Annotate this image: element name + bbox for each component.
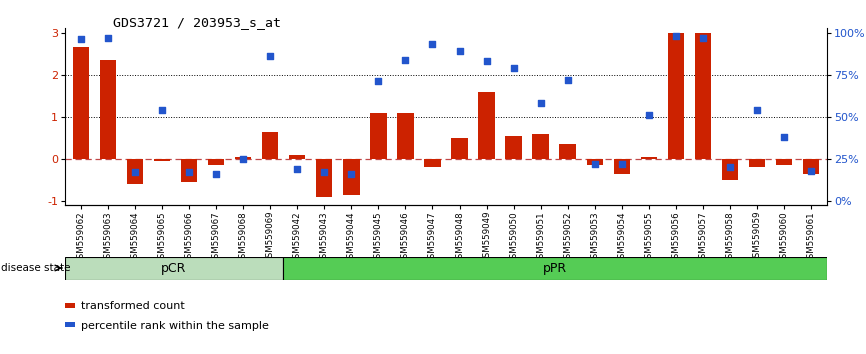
Point xyxy=(155,107,169,113)
Bar xyxy=(65,257,282,280)
Point xyxy=(128,170,142,175)
Point xyxy=(210,171,223,177)
Point xyxy=(236,156,250,162)
Point xyxy=(750,107,764,113)
Text: pCR: pCR xyxy=(161,262,186,275)
Point xyxy=(507,65,520,71)
Point xyxy=(372,79,385,84)
Bar xyxy=(371,113,386,159)
Bar xyxy=(289,155,306,159)
Bar xyxy=(533,134,549,159)
Text: transformed count: transformed count xyxy=(81,301,184,311)
Bar xyxy=(397,113,414,159)
Text: percentile rank within the sample: percentile rank within the sample xyxy=(81,321,268,331)
Bar xyxy=(559,144,576,159)
Bar xyxy=(127,159,143,184)
Point xyxy=(398,57,412,62)
Point xyxy=(263,53,277,59)
Bar xyxy=(73,47,89,159)
Point xyxy=(723,165,737,170)
Point xyxy=(101,35,115,40)
Bar xyxy=(695,33,711,159)
Bar xyxy=(208,159,224,165)
Bar xyxy=(641,157,656,159)
Point xyxy=(560,77,574,82)
Point xyxy=(588,161,602,167)
Point xyxy=(695,35,709,40)
Bar xyxy=(100,60,116,159)
Bar xyxy=(65,303,75,308)
Bar xyxy=(424,159,441,167)
Bar xyxy=(262,132,279,159)
Bar xyxy=(181,159,197,182)
Bar xyxy=(478,92,494,159)
Point xyxy=(345,171,359,177)
Bar xyxy=(65,322,75,327)
Point xyxy=(74,36,88,42)
Bar xyxy=(343,159,359,195)
Bar xyxy=(451,138,468,159)
Bar xyxy=(668,33,684,159)
Point xyxy=(642,112,656,118)
Bar xyxy=(154,159,171,161)
Bar xyxy=(749,159,765,167)
Bar xyxy=(506,136,521,159)
Bar xyxy=(316,159,333,197)
Text: disease state: disease state xyxy=(1,263,70,273)
Point xyxy=(669,33,682,39)
Point xyxy=(804,168,818,173)
Point xyxy=(615,161,629,167)
Point xyxy=(425,41,439,47)
Text: pPR: pPR xyxy=(543,262,567,275)
Text: GDS3721 / 203953_s_at: GDS3721 / 203953_s_at xyxy=(113,16,281,29)
Bar xyxy=(721,159,738,180)
Point xyxy=(533,101,547,106)
Bar xyxy=(803,159,819,174)
Bar xyxy=(236,157,251,159)
Bar xyxy=(613,159,630,174)
Point xyxy=(453,48,467,54)
Bar xyxy=(776,159,792,165)
Point xyxy=(183,170,197,175)
Point xyxy=(777,134,791,140)
Bar xyxy=(282,257,827,280)
Bar xyxy=(586,159,603,165)
Point xyxy=(290,166,304,172)
Point xyxy=(480,58,494,64)
Point xyxy=(318,170,332,175)
